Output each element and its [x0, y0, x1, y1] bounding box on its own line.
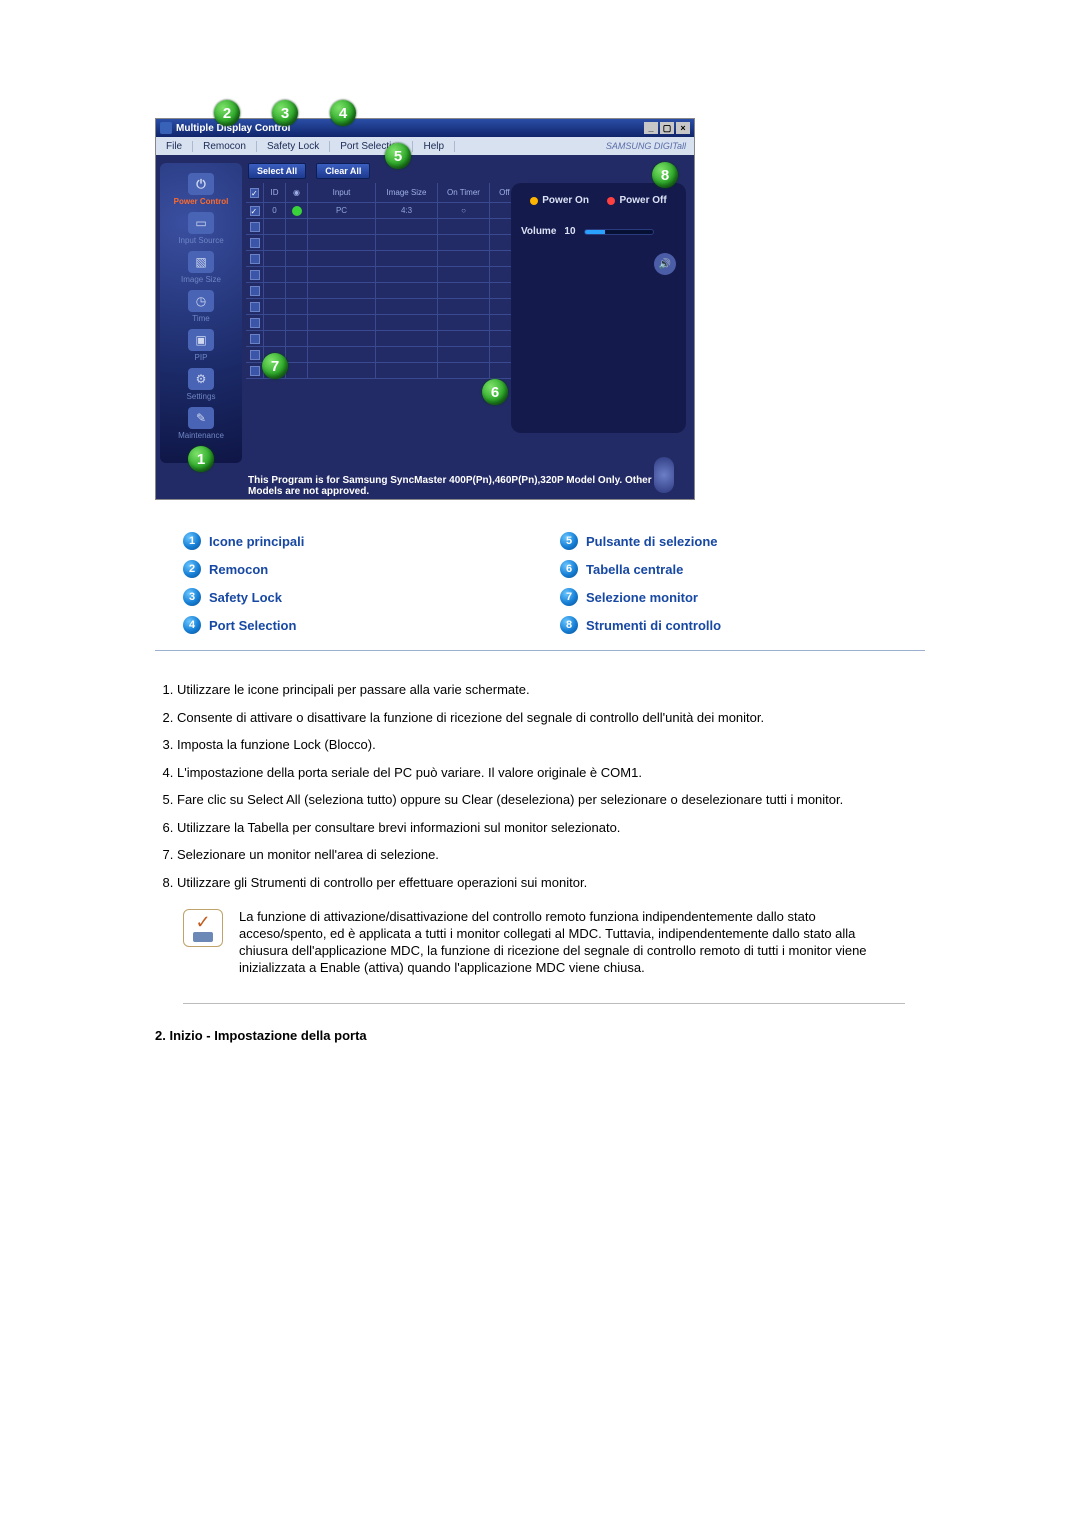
clear-all-button[interactable]: Clear All [316, 163, 370, 179]
callout-4: 4 [330, 100, 356, 126]
row-checkbox[interactable] [250, 366, 260, 376]
power-off-button[interactable]: Power Off [607, 195, 666, 206]
callout-2: 2 [214, 100, 240, 126]
row-checkbox[interactable] [250, 334, 260, 344]
menu-file[interactable]: File [156, 141, 193, 152]
legend-item-5: 5 Pulsante di selezione [560, 532, 897, 550]
legend-item-1: 1 Icone principali [183, 532, 520, 550]
sidebar-item-maintenance[interactable]: ✎Maintenance [160, 407, 242, 440]
list-item: Utilizzare gli Strumenti di controllo pe… [177, 874, 925, 892]
power-icon: ⏻ [188, 173, 214, 195]
sidebar-item-pip[interactable]: ▣PIP [160, 329, 242, 362]
legend-number-icon: 5 [560, 532, 578, 550]
select-all-button[interactable]: Select All [248, 163, 306, 179]
power-on-button[interactable]: Power On [530, 195, 589, 206]
sidebar-item-input-source[interactable]: ▭Input Source [160, 212, 242, 245]
legend-label: Strumenti di controllo [586, 618, 721, 633]
legend-label: Pulsante di selezione [586, 534, 718, 549]
legend-item-8: 8 Strumenti di controllo [560, 616, 897, 634]
callout-1: 1 [188, 446, 214, 472]
volume-label: Volume [521, 226, 556, 237]
app-window: Multiple Display Control _ ▢ × File Remo… [155, 118, 695, 500]
legend-number-icon: 7 [560, 588, 578, 606]
note-icon [183, 909, 223, 947]
list-item: L'impostazione della porta seriale del P… [177, 764, 925, 782]
legend-label: Safety Lock [209, 590, 282, 605]
legend-number-icon: 8 [560, 616, 578, 634]
menu-safety-lock[interactable]: Safety Lock [257, 141, 330, 152]
legend-number-icon: 2 [183, 560, 201, 578]
sidebar-item-settings[interactable]: ⚙Settings [160, 368, 242, 401]
legend-number-icon: 4 [183, 616, 201, 634]
row-checkbox[interactable] [250, 254, 260, 264]
sidebar-item-image-size[interactable]: ▧Image Size [160, 251, 242, 284]
control-panel: Power On Power Off Volume 10 🔊 [511, 183, 686, 433]
legend-item-4: 4 Port Selection [183, 616, 520, 634]
status-dot-icon [292, 206, 302, 216]
note-text: La funzione di attivazione/disattivazion… [239, 909, 905, 977]
image-size-icon: ▧ [188, 251, 214, 273]
callout-5: 5 [385, 143, 411, 169]
legend-number-icon: 3 [183, 588, 201, 606]
menu-help[interactable]: Help [413, 141, 455, 152]
legend-item-2: 2 Remocon [183, 560, 520, 578]
row-checkbox[interactable] [250, 350, 260, 360]
footer-text: This Program is for Samsung SyncMaster 4… [248, 475, 684, 497]
legend-number-icon: 1 [183, 532, 201, 550]
maintenance-icon: ✎ [188, 407, 214, 429]
legend-label: Icone principali [209, 534, 304, 549]
sidebar: ⏻Power Control ▭Input Source ▧Image Size… [160, 163, 242, 463]
sidebar-item-time[interactable]: ◷Time [160, 290, 242, 323]
check-all[interactable] [250, 188, 259, 198]
volume-slider[interactable] [584, 229, 654, 235]
legend-label: Remocon [209, 562, 268, 577]
list-item: Selezionare un monitor nell'area di sele… [177, 846, 925, 864]
legend-number-icon: 6 [560, 560, 578, 578]
menubar: File Remocon Safety Lock Port Selection … [156, 137, 694, 155]
volume-value: 10 [564, 226, 575, 237]
legend-item-6: 6 Tabella centrale [560, 560, 897, 578]
input-source-icon: ▭ [188, 212, 214, 234]
window-titlebar: Multiple Display Control _ ▢ × [156, 119, 694, 137]
row-checkbox[interactable] [250, 286, 260, 296]
menu-remocon[interactable]: Remocon [193, 141, 257, 152]
callout-3: 3 [272, 100, 298, 126]
row-checkbox[interactable] [250, 238, 260, 248]
speaker-icon[interactable]: 🔊 [654, 253, 676, 275]
gear-icon: ⚙ [188, 368, 214, 390]
list-item: Imposta la funzione Lock (Blocco). [177, 736, 925, 754]
list-item: Utilizzare la Tabella per consultare bre… [177, 819, 925, 837]
screenshot-container: Multiple Display Control _ ▢ × File Remo… [155, 100, 695, 500]
list-item: Consente di attivare o disattivare la fu… [177, 709, 925, 727]
row-checkbox[interactable] [250, 206, 260, 216]
status-header-icon: ◉ [286, 183, 308, 202]
pip-icon: ▣ [188, 329, 214, 351]
legend-label: Port Selection [209, 618, 296, 633]
note-block: La funzione di attivazione/disattivazion… [183, 909, 905, 1004]
list-item: Fare clic su Select All (seleziona tutto… [177, 791, 925, 809]
legend-item-7: 7 Selezione monitor [560, 588, 897, 606]
instruction-list: Utilizzare le icone principali per passa… [155, 681, 925, 891]
sidebar-item-power-control[interactable]: ⏻Power Control [160, 173, 242, 206]
legend: 1 Icone principali 5 Pulsante di selezione 2… [155, 520, 925, 651]
minimize-icon[interactable]: _ [644, 122, 658, 134]
decorative-shape [654, 457, 674, 493]
brand-label: SAMSUNG DIGITall [596, 141, 694, 151]
list-item: Utilizzare le icone principali per passa… [177, 681, 925, 699]
callout-7: 7 [262, 353, 288, 379]
row-checkbox[interactable] [250, 318, 260, 328]
legend-item-3: 3 Safety Lock [183, 588, 520, 606]
section-title: 2. Inizio - Impostazione della porta [155, 1028, 925, 1043]
row-checkbox[interactable] [250, 302, 260, 312]
row-checkbox[interactable] [250, 270, 260, 280]
callout-6: 6 [482, 379, 508, 405]
close-icon[interactable]: × [676, 122, 690, 134]
callout-8: 8 [652, 162, 678, 188]
legend-label: Tabella centrale [586, 562, 683, 577]
app-logo-icon [160, 122, 172, 134]
legend-label: Selezione monitor [586, 590, 698, 605]
time-icon: ◷ [188, 290, 214, 312]
row-checkbox[interactable] [250, 222, 260, 232]
restore-icon[interactable]: ▢ [660, 122, 674, 134]
